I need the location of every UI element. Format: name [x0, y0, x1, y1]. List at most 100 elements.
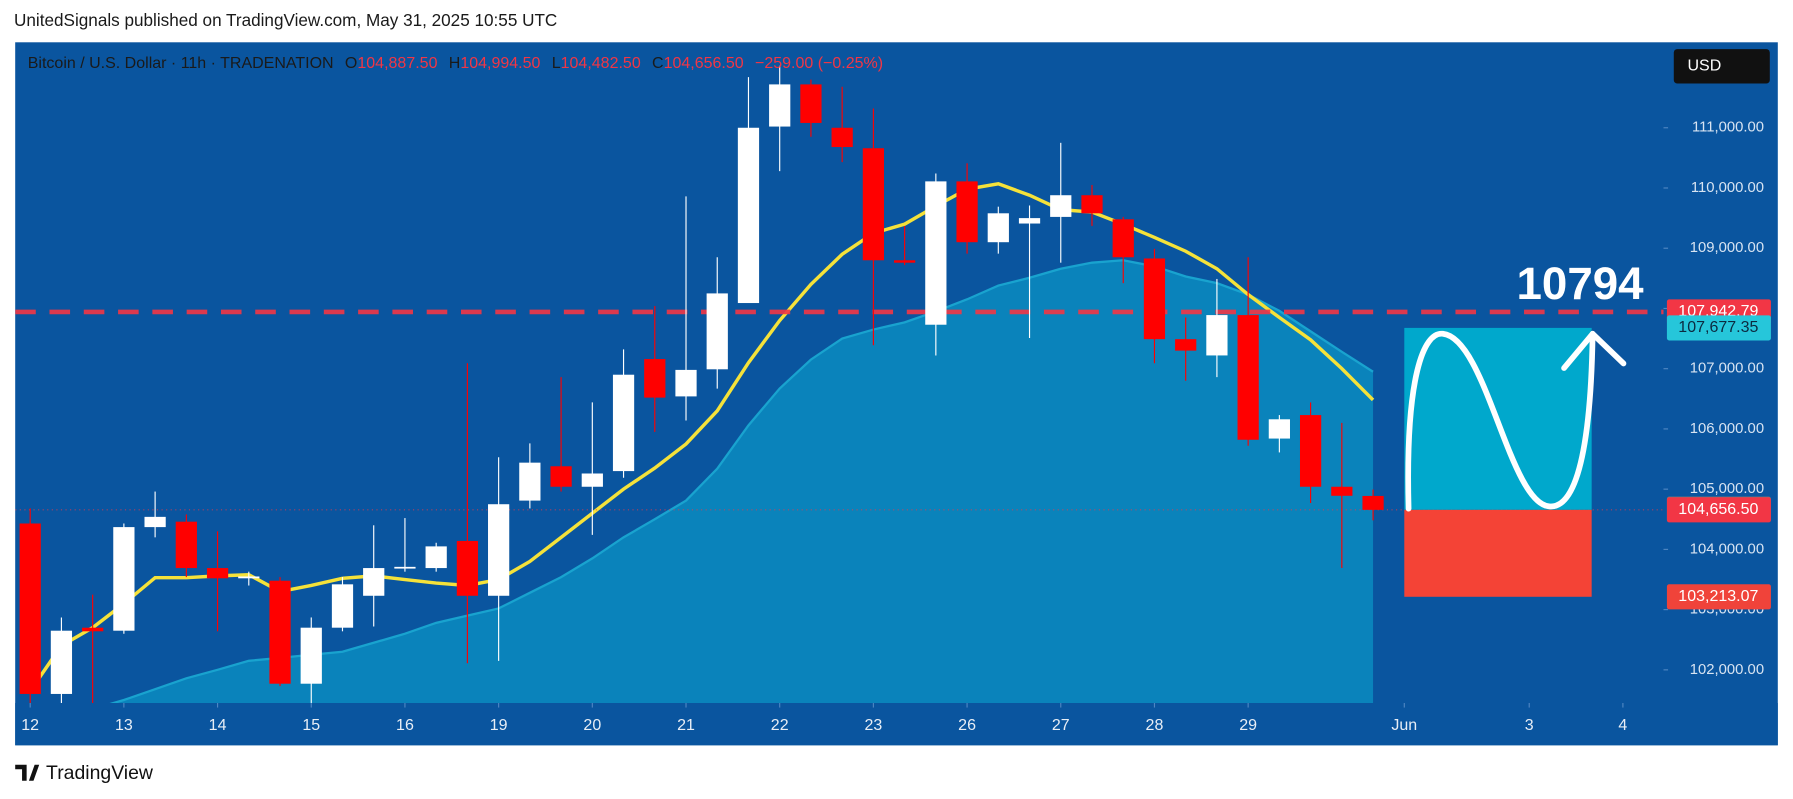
price-label-box: [1666, 584, 1771, 610]
candle-body: [82, 627, 104, 632]
x-tick-label: 13: [115, 717, 133, 734]
candle-body: [862, 148, 885, 261]
y-tick-label: 111,000.00: [1692, 120, 1764, 136]
candle-body: [113, 527, 135, 631]
candle-body: [925, 181, 947, 325]
y-tick-label: 104,000.00: [1690, 541, 1764, 557]
candle-body: [737, 127, 760, 304]
y-tick-label: 110,000.00: [1691, 180, 1764, 196]
x-tick-label: 28: [1146, 717, 1164, 734]
candle-body: [1112, 219, 1134, 258]
y-tick-label: 105,000.00: [1690, 481, 1764, 497]
candle-body: [144, 516, 166, 528]
price-label: 103,213.07: [1678, 588, 1758, 605]
candle-body: [519, 462, 541, 501]
symbol: Bitcoin / U.S. Dollar · 11h · TRADENATIO…: [28, 55, 334, 72]
candle-body: [550, 466, 572, 487]
x-tick-label: 22: [771, 717, 789, 734]
candle-body: [644, 359, 666, 398]
drawn-curve: [1405, 330, 1596, 512]
price-label: 104,656.50: [1678, 501, 1758, 518]
x-tick-label: Jun: [1391, 717, 1417, 734]
candle-body: [269, 580, 291, 684]
candle-body: [1050, 195, 1072, 217]
candle-body: [1175, 339, 1197, 351]
ohlc-key: H: [449, 55, 461, 72]
overlay: 102,000.00103,000.00104,000.00105,000.00…: [21, 120, 1771, 734]
footer-brand: TradingView: [46, 762, 154, 784]
change: −259.00 (−0.25%): [755, 55, 883, 72]
candle-body: [300, 627, 322, 684]
candle-body: [612, 374, 635, 472]
ohlc-key: C: [652, 55, 664, 72]
candle-body: [675, 369, 697, 397]
time-axis-band: [15, 702, 1778, 746]
ohlc-value: 104,482.50: [561, 55, 641, 72]
y-tick-label: 102,000.00: [1690, 662, 1764, 678]
price-label-box: [1666, 315, 1771, 341]
publisher-line: UnitedSignals published on TradingView.c…: [14, 10, 557, 30]
candle-body: [238, 576, 260, 579]
candle-body: [1018, 218, 1041, 224]
stop-zone: [1404, 509, 1592, 597]
x-tick-label: 12: [21, 717, 39, 734]
candle-body: [50, 630, 73, 694]
x-tick-label: 3: [1525, 717, 1534, 734]
candle-body: [1331, 486, 1353, 496]
logo: TradingView: [15, 762, 154, 784]
currency-label[interactable]: USD: [1687, 58, 1721, 75]
price-label-box: [1666, 497, 1771, 523]
x-tick-label: 29: [1239, 717, 1257, 734]
candle-body: [1362, 495, 1384, 510]
candle-body: [394, 566, 416, 569]
ohlc-key: O: [345, 55, 357, 72]
candle-body: [831, 127, 853, 148]
ohlc-key: L: [552, 55, 561, 72]
x-tick-label: 23: [864, 717, 882, 734]
y-tick-label: 106,000.00: [1690, 421, 1764, 437]
candle-body: [425, 546, 447, 569]
legend-line: Bitcoin / U.S. Dollar · 11h · TRADENATIO…: [28, 55, 883, 72]
candle-body: [1143, 258, 1166, 340]
ohlc-value: 104,887.50: [357, 55, 437, 72]
candle-body: [206, 568, 229, 579]
candle-body: [1299, 415, 1322, 487]
x-tick-label: 21: [677, 717, 695, 734]
x-tick-label: 4: [1618, 717, 1627, 734]
x-tick-label: 26: [958, 717, 976, 734]
x-tick-label: 20: [583, 717, 601, 734]
candle-body: [706, 293, 728, 370]
y-tick-label: 107,000.00: [1690, 361, 1764, 377]
y-tick-label: 109,000.00: [1690, 240, 1764, 256]
candle-body: [1237, 315, 1259, 440]
price-label: 107,677.35: [1678, 319, 1758, 336]
candle-body: [1081, 195, 1103, 214]
candle-body: [363, 568, 385, 596]
area: [30, 260, 1374, 703]
ohlc-value: 104,656.50: [664, 55, 744, 72]
ohlc-value: 104,994.50: [460, 55, 540, 72]
annotation: 10794: [1516, 258, 1644, 309]
candle-body: [456, 540, 479, 596]
candle-body: [488, 504, 510, 596]
candle-body: [987, 213, 1009, 243]
candle-body: [800, 84, 822, 123]
candle-body: [1206, 315, 1228, 356]
candle-body: [1268, 419, 1290, 439]
currency-button[interactable]: [1673, 49, 1770, 84]
logo-mark: [15, 764, 40, 781]
candle-body: [893, 260, 916, 263]
x-tick-label: 14: [209, 717, 227, 734]
x-tick-label: 19: [490, 717, 508, 734]
x-tick-label: 15: [302, 717, 320, 734]
candle-body: [769, 84, 791, 127]
x-tick-label: 16: [396, 717, 414, 734]
candle-body: [956, 181, 978, 243]
drawn-arrowhead: [1561, 330, 1627, 371]
candle-body: [331, 584, 354, 628]
plot-area: [15, 65, 1664, 703]
candle-body: [175, 521, 197, 569]
candle-body: [19, 523, 41, 694]
